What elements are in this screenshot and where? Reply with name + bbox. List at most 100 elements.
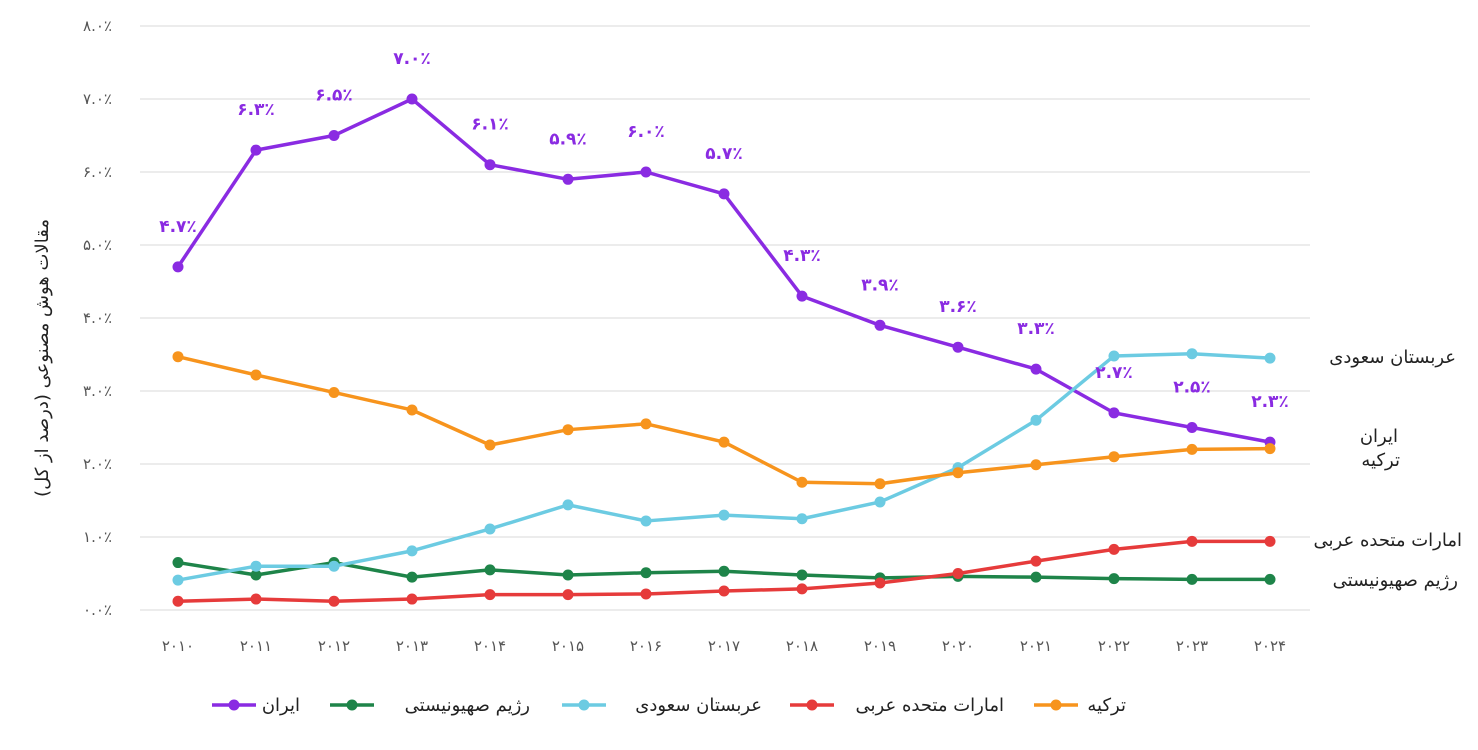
data-point — [1264, 573, 1276, 585]
data-point — [718, 188, 730, 200]
data-point — [1186, 573, 1198, 585]
data-label: ۴.۷٪ — [159, 217, 197, 237]
x-tick-label: ۲۰۲۴ — [1254, 637, 1286, 655]
data-point — [250, 560, 262, 572]
legend: ایران رژیم صهیونیستی عربستان سعودی امارات م… — [212, 695, 1126, 716]
data-point — [172, 574, 184, 586]
data-point — [328, 595, 340, 607]
data-point — [1186, 443, 1198, 455]
data-point — [718, 585, 730, 597]
y-axis-label: مقالات هوش مصنوعی (درصد از کل) — [32, 219, 53, 497]
data-point — [952, 467, 964, 479]
legend-swatch-dot — [346, 699, 358, 711]
y-tick-label: ۰.۰٪ — [83, 601, 112, 619]
x-tick-label: ۲۰۱۳ — [396, 637, 428, 655]
y-tick-label: ۴.۰٪ — [83, 309, 112, 327]
x-tick-label: ۲۰۱۷ — [708, 637, 740, 655]
data-label: ۴.۳٪ — [783, 246, 821, 266]
data-point — [640, 515, 652, 527]
data-point — [1108, 407, 1120, 419]
data-point — [1030, 363, 1042, 375]
series-end-label: امارات متحده عربی — [1314, 530, 1462, 551]
x-tick-label: ۲۰۱۵ — [552, 637, 584, 655]
data-point — [1030, 571, 1042, 583]
data-point — [1030, 459, 1042, 471]
data-point — [1186, 535, 1198, 547]
y-tick-label: ۳.۰٪ — [83, 382, 112, 400]
x-tick-label: ۲۰۱۴ — [474, 637, 506, 655]
data-point — [640, 418, 652, 430]
x-tick-label: ۲۰۲۲ — [1098, 637, 1130, 655]
legend-swatch-dot — [578, 699, 590, 711]
data-point — [1108, 451, 1120, 463]
data-point — [796, 583, 808, 595]
legend-swatch-dot — [1050, 699, 1062, 711]
data-label: ۶.۳٪ — [237, 100, 275, 120]
data-point — [406, 571, 418, 583]
data-label: ۲.۵٪ — [1173, 378, 1211, 398]
data-point — [562, 569, 574, 581]
data-point — [874, 577, 886, 589]
data-label: ۲.۳٪ — [1251, 392, 1289, 412]
data-point — [718, 436, 730, 448]
y-tick-label: ۷.۰٪ — [83, 90, 112, 108]
data-point — [484, 589, 496, 601]
data-point — [1186, 348, 1198, 360]
legend-swatch-dot — [806, 699, 818, 711]
x-axis-ticks: ۲۰۱۰ ۲۰۱۱ ۲۰۱۲ ۲۰۱۳ ۲۰۱۴ ۲۰۱۵ ۲۰۱۶ ۲۰۱۷ ۲۰۱۸ ۲۰۱۹… — [162, 637, 1286, 655]
data-point — [1108, 543, 1120, 555]
data-point — [406, 593, 418, 605]
x-tick-label: ۲۰۱۱ — [240, 637, 272, 655]
data-point — [406, 404, 418, 416]
data-point — [1108, 573, 1120, 585]
x-tick-label: ۲۰۱۶ — [630, 637, 662, 655]
data-point — [796, 476, 808, 488]
legend-label: ایران — [262, 695, 300, 716]
data-point — [718, 565, 730, 577]
data-label: ۳.۹٪ — [861, 275, 899, 295]
data-point — [250, 144, 262, 156]
series-end-label: ترکیه — [1361, 450, 1400, 471]
data-point — [1108, 350, 1120, 362]
data-point — [1186, 422, 1198, 433]
data-point — [484, 439, 496, 451]
gridlines — [140, 25, 1310, 611]
data-point — [640, 166, 652, 178]
data-point — [484, 564, 496, 576]
data-point — [406, 93, 418, 105]
x-tick-label: ۲۰۱۸ — [786, 637, 818, 655]
data-point — [952, 568, 964, 579]
data-point — [328, 130, 340, 141]
data-point — [406, 545, 418, 557]
data-label: ۵.۹٪ — [549, 129, 587, 149]
data-point — [250, 569, 262, 581]
data-label: ۲.۷٪ — [1095, 363, 1133, 383]
data-point — [796, 569, 808, 581]
data-point — [874, 496, 886, 508]
y-tick-label: ۵.۰٪ — [83, 236, 112, 254]
y-tick-label: ۸.۰٪ — [83, 17, 112, 35]
data-point — [172, 261, 184, 273]
x-tick-label: ۲۰۲۱ — [1020, 637, 1052, 655]
series-end-label: رژیم صهیونیستی — [1333, 570, 1458, 591]
data-point — [718, 509, 730, 521]
data-point — [562, 173, 574, 185]
legend-label: عربستان سعودی — [635, 695, 762, 716]
data-label: ۳.۶٪ — [939, 297, 977, 317]
data-point — [250, 593, 262, 605]
series-line-2 — [177, 352, 1271, 582]
data-label: ۶.۰٪ — [627, 122, 665, 142]
data-point — [952, 341, 964, 353]
data-point — [172, 557, 184, 569]
y-axis-ticks: ۰.۰٪ ۱.۰٪ ۲.۰٪ ۳.۰٪ ۴.۰٪ ۵.۰٪ ۶.۰٪ ۷.۰٪ ۸.۰٪ — [83, 17, 112, 619]
legend-label: رژیم صهیونیستی — [405, 695, 530, 716]
data-point — [874, 478, 886, 490]
y-tick-label: ۲.۰٪ — [83, 455, 112, 473]
legend-swatch-dot — [228, 699, 240, 711]
data-point — [562, 424, 574, 436]
data-point — [562, 499, 574, 511]
data-point — [1264, 535, 1276, 547]
data-point — [250, 369, 262, 381]
x-tick-label: ۲۰۱۹ — [864, 637, 896, 655]
